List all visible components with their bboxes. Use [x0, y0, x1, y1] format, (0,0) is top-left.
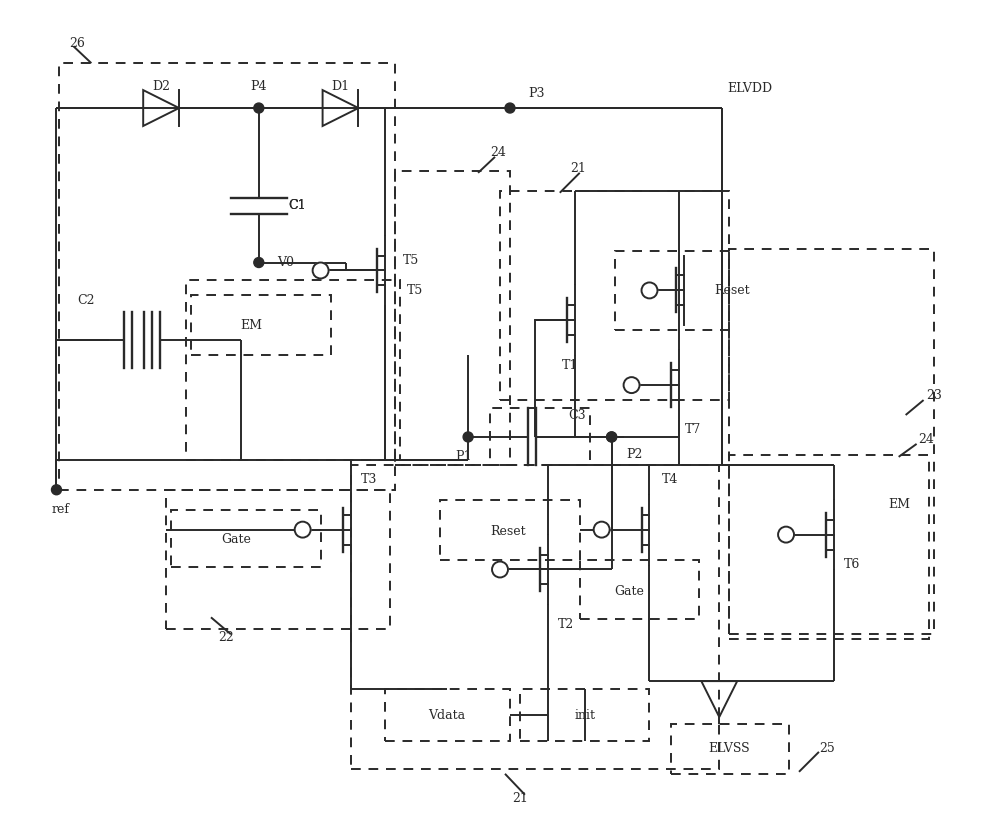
Text: T7: T7 — [684, 423, 701, 436]
Bar — [580, 560, 699, 619]
Bar — [440, 500, 580, 560]
Text: T6: T6 — [844, 558, 860, 571]
Text: 24: 24 — [490, 147, 506, 159]
Text: Gate: Gate — [221, 533, 251, 546]
Circle shape — [463, 432, 473, 442]
Circle shape — [52, 485, 61, 495]
Bar — [520, 689, 649, 741]
Text: Reset: Reset — [490, 525, 526, 538]
Bar — [385, 689, 510, 741]
Circle shape — [594, 521, 610, 537]
Text: EM: EM — [889, 498, 911, 511]
Text: EM: EM — [240, 319, 262, 332]
Text: D2: D2 — [152, 80, 170, 92]
Circle shape — [254, 257, 264, 267]
Bar — [59, 63, 395, 490]
Text: 21: 21 — [570, 162, 586, 175]
Bar — [729, 455, 929, 639]
Text: C3: C3 — [568, 408, 585, 421]
Text: T3: T3 — [360, 473, 377, 486]
Circle shape — [295, 521, 311, 537]
Text: Vdata: Vdata — [429, 709, 466, 721]
Text: T5: T5 — [407, 284, 424, 297]
Circle shape — [505, 103, 515, 113]
Circle shape — [624, 377, 640, 393]
Bar — [351, 465, 719, 769]
Text: ELVSS: ELVSS — [708, 742, 750, 756]
Text: T4: T4 — [661, 473, 678, 486]
Text: C2: C2 — [78, 294, 95, 307]
Bar — [186, 281, 400, 460]
Text: Gate: Gate — [615, 585, 645, 598]
Text: 23: 23 — [927, 388, 942, 402]
Text: 24: 24 — [919, 433, 934, 446]
Circle shape — [607, 432, 617, 442]
Bar — [615, 251, 729, 331]
Text: P2: P2 — [627, 448, 643, 461]
Text: C1: C1 — [288, 199, 305, 212]
Bar — [191, 296, 331, 355]
Text: 21: 21 — [512, 792, 528, 806]
Text: 25: 25 — [819, 742, 835, 756]
Circle shape — [492, 561, 508, 577]
Bar — [729, 248, 934, 634]
Text: 26: 26 — [69, 37, 85, 50]
Circle shape — [313, 262, 329, 278]
Circle shape — [254, 103, 264, 113]
Bar — [395, 171, 510, 465]
Bar — [500, 191, 729, 400]
Text: 22: 22 — [218, 631, 234, 644]
Text: P4: P4 — [251, 80, 267, 92]
Text: init: init — [574, 709, 595, 721]
Bar — [490, 408, 590, 465]
Circle shape — [642, 282, 657, 298]
Text: C1: C1 — [288, 199, 305, 212]
Text: P1: P1 — [455, 451, 471, 463]
Circle shape — [607, 432, 617, 442]
Text: T2: T2 — [558, 618, 574, 631]
Text: T5: T5 — [403, 254, 420, 267]
Text: D1: D1 — [331, 80, 350, 92]
Text: P3: P3 — [528, 87, 544, 100]
Bar — [671, 724, 789, 774]
Text: ELVDD: ELVDD — [727, 82, 772, 95]
Text: ref: ref — [52, 503, 70, 516]
Circle shape — [778, 526, 794, 542]
Text: T1: T1 — [562, 359, 578, 372]
Bar — [166, 490, 390, 629]
Bar — [171, 510, 321, 567]
Text: Reset: Reset — [714, 284, 750, 297]
Text: V0: V0 — [277, 256, 294, 269]
Text: C1: C1 — [288, 199, 305, 212]
